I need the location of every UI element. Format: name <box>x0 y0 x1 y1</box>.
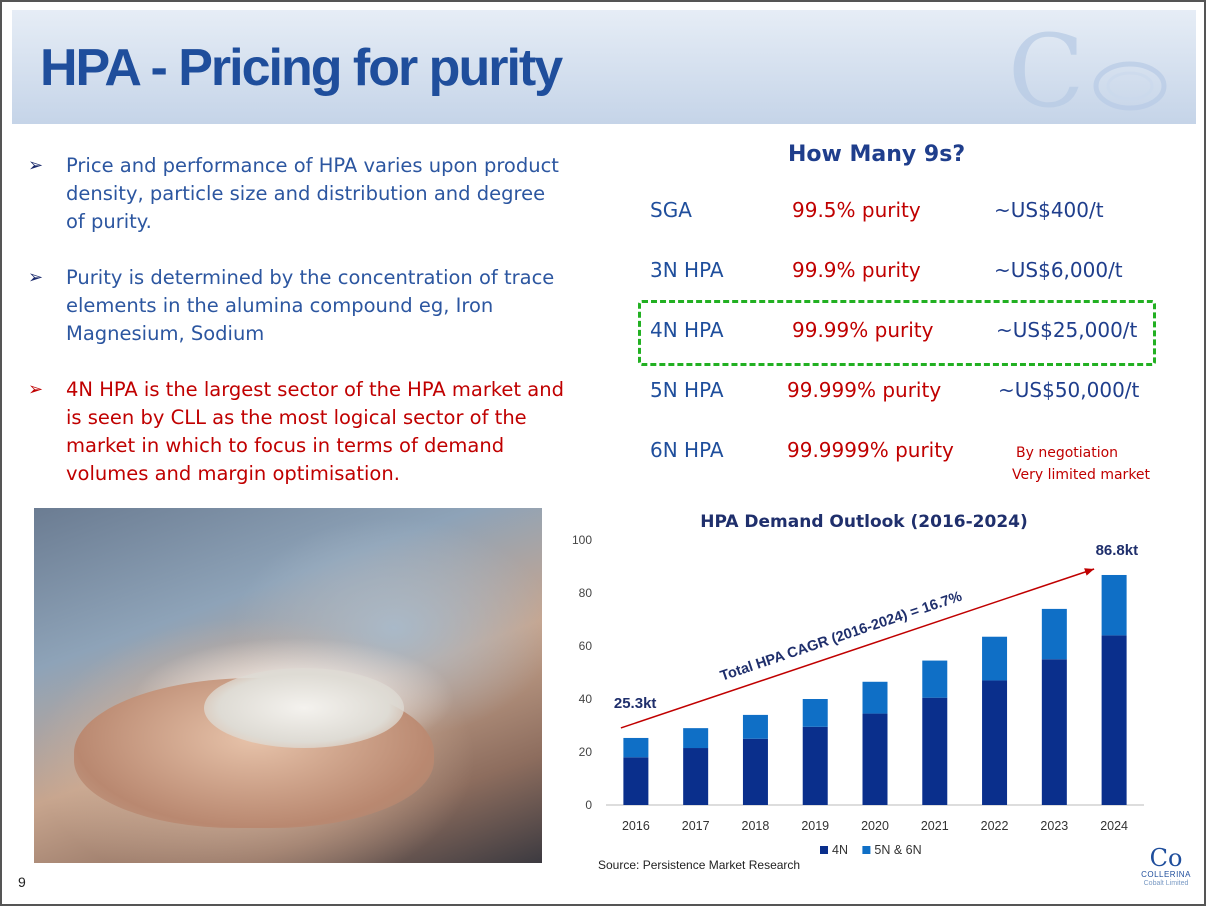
bar-4n <box>742 738 768 805</box>
bullet-item: ➢ Purity is determined by the concentrat… <box>26 264 566 348</box>
source-note: Source: Persistence Market Research <box>598 858 801 872</box>
purity-label: 99.99% purity <box>792 318 934 342</box>
legend-swatch <box>820 846 828 854</box>
y-tick-label: 60 <box>579 639 593 653</box>
x-tick-label: 2019 <box>801 819 829 833</box>
grade-label: 6N HPA <box>650 438 724 462</box>
grade-label: 4N HPA <box>650 318 724 342</box>
chart-title: HPA Demand Outlook (2016-2024) <box>700 512 1028 532</box>
collerina-logo: Co COLLERINA Cobalt Limited <box>1136 846 1196 896</box>
bar-5n-6n <box>1101 574 1127 636</box>
x-tick-label: 2020 <box>861 819 889 833</box>
page-title: HPA - Pricing for purity <box>40 39 563 97</box>
negotiation-line: Very limited market <box>1012 467 1151 483</box>
bar-4n <box>683 748 709 805</box>
y-tick-label: 100 <box>572 533 592 547</box>
title-bar: HPA - Pricing for purity C <box>12 10 1196 124</box>
powder-shape <box>204 668 404 748</box>
bullet-text: Price and performance of HPA varies upon… <box>66 154 559 233</box>
bars <box>623 574 1127 805</box>
x-tick-label: 2022 <box>981 819 1009 833</box>
chart-legend: 4N 5N & 6N <box>820 843 922 857</box>
bullet-text: 4N HPA is the largest sector of the HPA … <box>66 378 564 485</box>
bar-4n <box>922 697 948 805</box>
legend-swatch <box>862 846 871 854</box>
negotiation-note: By negotiation Very limited market <box>1012 442 1150 486</box>
y-tick-label: 80 <box>579 586 593 600</box>
page-number: 9 <box>18 874 26 890</box>
grade-label: 5N HPA <box>650 378 724 402</box>
grade-label: 3N HPA <box>650 258 724 282</box>
bar-5n-6n <box>683 728 709 749</box>
price-label: ~US$6,000/t <box>994 258 1123 282</box>
bullet-list: ➢ Price and performance of HPA varies up… <box>26 152 566 516</box>
hpa-demand-chart: HPA Demand Outlook (2016-2024) 0 20 40 60 80… <box>572 512 1144 857</box>
bar-4n <box>802 726 828 805</box>
logo-mark: Co <box>1149 844 1183 872</box>
x-tick-label: 2023 <box>1040 819 1068 833</box>
arrow-bullet-icon: ➢ <box>28 379 44 400</box>
bar-4n <box>982 680 1008 805</box>
purity-label: 99.5% purity <box>792 198 921 222</box>
logo-name: COLLERINA <box>1141 870 1191 879</box>
nines-title: How Many 9s? <box>788 142 966 167</box>
cagr-arrow-line <box>620 568 1095 729</box>
bullet-text: Purity is determined by the concentratio… <box>66 266 555 345</box>
purity-label: 99.999% purity <box>787 378 942 402</box>
x-tick-label: 2017 <box>682 819 710 833</box>
x-tick-label: 2024 <box>1100 819 1128 833</box>
arrow-bullet-icon: ➢ <box>28 155 44 176</box>
bar-5n-6n <box>862 681 888 714</box>
bar-4n <box>623 757 649 805</box>
negotiation-line: By negotiation <box>1016 445 1119 461</box>
bar-4n <box>862 713 888 805</box>
y-tick-label: 0 <box>585 798 592 812</box>
bar-5n-6n <box>1041 608 1067 660</box>
x-tick-label: 2021 <box>921 819 949 833</box>
bullet-item: ➢ Price and performance of HPA varies up… <box>26 152 566 236</box>
start-total-label: 25.3kt <box>614 695 657 712</box>
price-label: ~US$400/t <box>994 198 1104 222</box>
purity-label: 99.9% purity <box>792 258 921 282</box>
bar-5n-6n <box>982 636 1008 681</box>
logo-sub: Cobalt Limited <box>1143 880 1189 887</box>
y-tick-label: 20 <box>579 745 593 759</box>
bar-5n-6n <box>623 737 649 758</box>
legend-label: 4N <box>832 843 848 857</box>
legend-label: 5N & 6N <box>874 843 921 857</box>
bar-5n-6n <box>802 699 828 727</box>
x-tick-label: 2018 <box>742 819 770 833</box>
bar-5n-6n <box>922 660 948 698</box>
powder-hand-photo <box>34 508 542 863</box>
arrow-bullet-icon: ➢ <box>28 267 44 288</box>
bullet-item-highlight: ➢ 4N HPA is the largest sector of the HP… <box>26 376 566 488</box>
grade-label: SGA <box>650 198 692 222</box>
4n-highlight-box <box>638 300 1156 366</box>
cagr-arrow-head <box>1084 568 1095 576</box>
collerina-watermark-logo: C <box>1008 18 1167 118</box>
purity-label: 99.9999% purity <box>787 438 954 462</box>
price-label: ~US$50,000/t <box>998 378 1140 402</box>
svg-text:C: C <box>1008 18 1085 118</box>
y-tick-label: 40 <box>579 692 593 706</box>
x-tick-label: 2016 <box>622 819 650 833</box>
price-label: ~US$25,000/t <box>996 318 1138 342</box>
bar-4n <box>1041 659 1067 805</box>
x-axis: 2016 2017 2018 2019 2020 2021 2022 2023 2024 <box>622 819 1128 833</box>
bar-4n <box>1101 635 1127 805</box>
end-total-label: 86.8kt <box>1096 542 1139 559</box>
bar-5n-6n <box>742 714 768 739</box>
